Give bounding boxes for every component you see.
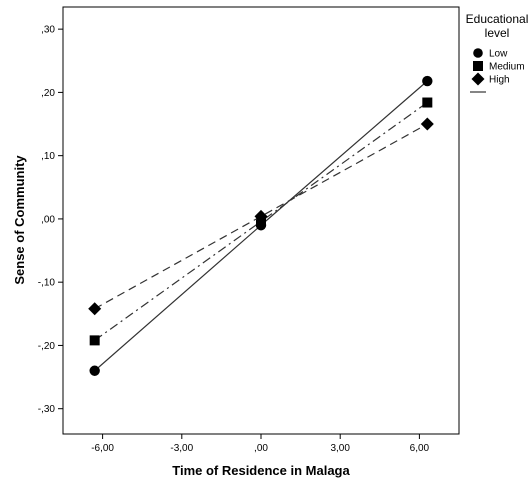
x-axis-title: Time of Residence in Malaga	[172, 463, 350, 478]
legend-label-high: High	[489, 75, 510, 86]
legend-marker-high	[471, 72, 485, 86]
series-high	[88, 117, 434, 316]
data-point-medium	[89, 335, 100, 346]
data-point-high	[88, 302, 102, 316]
data-point-high	[254, 209, 268, 223]
legend-label-low: Low	[489, 49, 508, 60]
data-point-low	[422, 75, 433, 87]
legend-label-medium: Medium	[489, 62, 525, 73]
y-tick-label: ,00	[41, 214, 55, 225]
legend-marker-medium	[473, 61, 483, 71]
y-tick-label: -,20	[38, 341, 56, 352]
legend-title-line-1: Educational	[466, 12, 529, 26]
series-line-high	[94, 123, 428, 310]
y-tick-label: -,10	[38, 278, 56, 289]
y-tick-label: ,20	[41, 88, 55, 99]
series-layer	[88, 75, 434, 376]
data-point-high	[420, 117, 434, 131]
x-tick-label: ,00	[254, 443, 268, 454]
legend-marker-low	[473, 48, 483, 58]
data-point-medium	[422, 97, 433, 108]
data-point-low	[89, 365, 100, 376]
legend: Educational level Low Medium High	[466, 12, 529, 93]
y-tick-label: ,30	[41, 25, 55, 36]
x-tick-label: 6,00	[410, 443, 430, 454]
x-tick-label: 3,00	[330, 443, 350, 454]
y-axis-title: Sense of Community	[12, 155, 27, 285]
y-tick-label: -,30	[38, 404, 56, 415]
x-tick-label: -6,00	[91, 443, 114, 454]
x-tick-label: -3,00	[170, 443, 193, 454]
y-tick-label: ,10	[41, 151, 55, 162]
y-axis: -,30 -,20 -,10 ,00 ,10 ,20 ,30	[38, 25, 63, 415]
legend-title-line-2: level	[485, 26, 510, 40]
x-axis: -6,00 -3,00 ,00 3,00 6,00	[91, 434, 430, 454]
